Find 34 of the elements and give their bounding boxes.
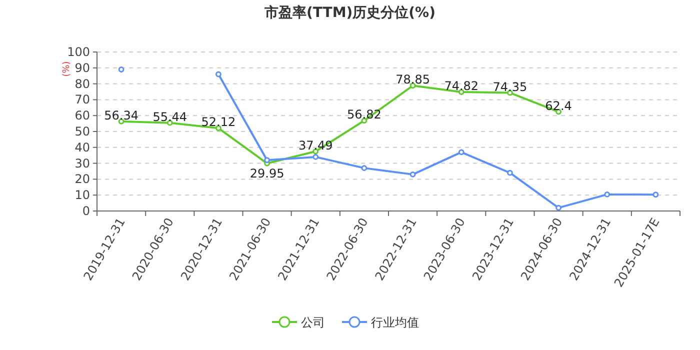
legend-label: 公司 bbox=[301, 316, 325, 330]
point bbox=[216, 71, 222, 78]
y-tick-label: 30 bbox=[74, 156, 90, 170]
legend-label: 行业均值 bbox=[371, 316, 419, 330]
data-label: 74.82 bbox=[444, 79, 479, 94]
y-axis-title: (%) bbox=[62, 61, 72, 77]
point bbox=[118, 66, 124, 72]
data-label: 74.35 bbox=[492, 80, 528, 94]
y-tick-label: 80 bbox=[74, 76, 90, 91]
data-label: 78.85 bbox=[396, 72, 430, 87]
point bbox=[312, 154, 319, 160]
data-label: 52.12 bbox=[201, 115, 236, 130]
point bbox=[361, 165, 368, 172]
y-tick-label: 10 bbox=[74, 188, 90, 202]
data-label: 29.95 bbox=[250, 166, 284, 180]
y-tick-label: 40 bbox=[74, 140, 90, 154]
point bbox=[264, 157, 270, 164]
chart-title: 市盈率(TTM)历史分位(%) bbox=[264, 4, 436, 21]
y-tick-label: 100 bbox=[67, 45, 90, 59]
point bbox=[458, 149, 464, 156]
point bbox=[652, 192, 659, 198]
y-tick-label: 60 bbox=[74, 108, 90, 123]
y-tick-label: 20 bbox=[74, 172, 90, 186]
data-label: 55.44 bbox=[152, 110, 188, 124]
point bbox=[556, 204, 562, 211]
y-tick-label: 50 bbox=[74, 124, 90, 138]
point bbox=[507, 170, 513, 176]
y-tick-label: 0 bbox=[82, 204, 90, 218]
point bbox=[604, 192, 610, 198]
point bbox=[410, 171, 416, 178]
data-label: 56.34 bbox=[104, 108, 138, 122]
y-tick-label: 70 bbox=[74, 92, 90, 107]
y-tick-label: 90 bbox=[74, 60, 90, 75]
data-label: 62.4 bbox=[545, 98, 572, 113]
